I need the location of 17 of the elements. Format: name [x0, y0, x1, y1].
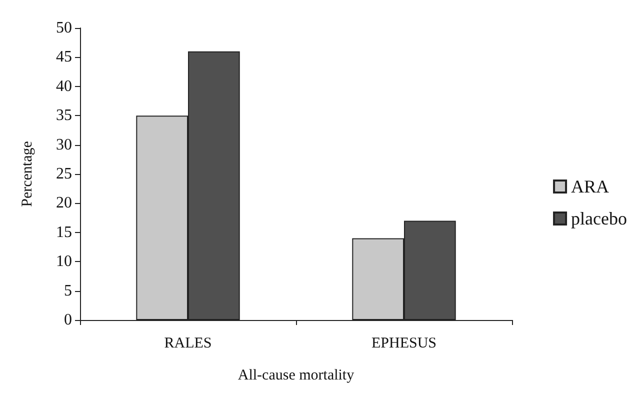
y-tick-label: 40 [56, 78, 72, 95]
y-tick-label: 45 [56, 48, 72, 66]
y-tick-label: 15 [56, 224, 72, 241]
x-tick-label: RALES [164, 336, 212, 352]
legend-label: ARA [571, 176, 610, 196]
y-tick-label: 50 [56, 20, 72, 36]
y-tick-label: 0 [64, 312, 72, 328]
x-axis-title: All-cause mortality [238, 368, 355, 384]
y-tick-label: 10 [56, 253, 72, 270]
y-tick-label: 35 [56, 107, 72, 124]
y-tick-label: 20 [56, 194, 72, 212]
legend-label: placebo [571, 208, 627, 228]
x-tick-label: EPHESUS [371, 336, 437, 352]
y-tick-label: 5 [64, 282, 72, 300]
y-tick-label: 30 [56, 136, 72, 154]
y-axis-title: Percentage [20, 140, 36, 207]
y-tick-label: 25 [56, 166, 72, 182]
